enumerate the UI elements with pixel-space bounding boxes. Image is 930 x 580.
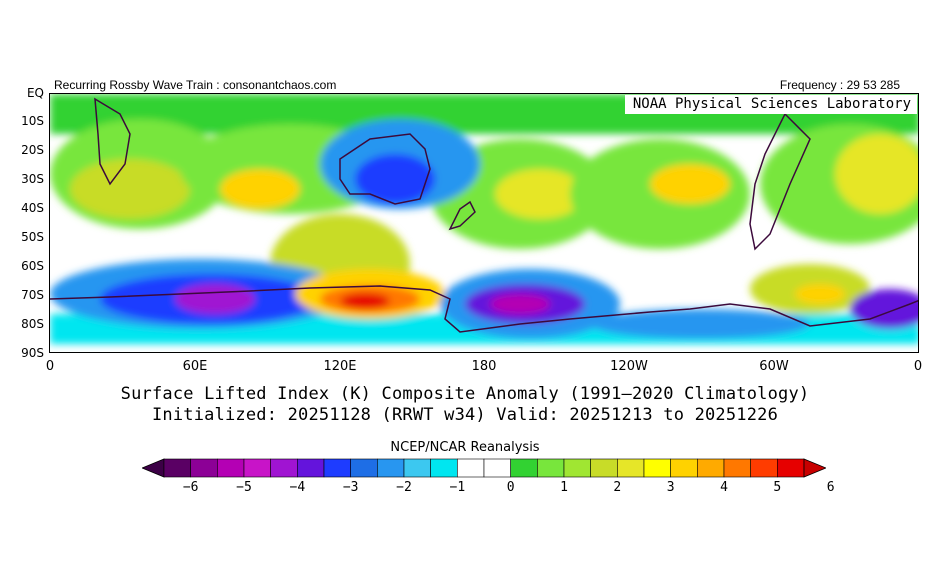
colorbar-swatch [350,458,378,478]
map-title: Surface Lifted Index (K) Composite Anoma… [120,384,810,404]
colorbar-swatch [163,458,191,478]
colorbar-tick-label: 1 [560,480,568,495]
colorbar-swatch [403,458,431,478]
y-label-50s: 50S [21,230,44,244]
colorbar-tick-label: 0 [506,480,515,495]
anomaly-map: NOAA Physical Sciences Laboratory [49,93,919,353]
colorbar-swatch [537,458,565,478]
y-label-30s: 30S [21,172,44,186]
colorbar-tick-label: 3 [666,480,675,495]
x-label-120w: 120W [610,359,648,374]
colorbar-tick-label: 2 [613,480,622,495]
anomaly-map-field [50,94,918,352]
colorbar-swatch [190,458,218,478]
colorbar-swatch [697,458,725,478]
colorbar-swatch [777,458,805,478]
colorbar-tick-label: −3 [342,480,359,495]
x-label-60w: 60W [759,359,789,374]
y-label-70s: 70S [21,288,44,302]
x-label-0-end: 0 [913,359,923,374]
colorbar-swatch [270,458,298,478]
colorbar-swatch [750,458,778,478]
colorbar-swatch [217,458,245,478]
colorbar-swatch [510,458,538,478]
source-label: Recurring Rossby Wave Train : consonantc… [54,78,337,92]
x-label-60e: 60E [182,359,208,374]
colorbar-swatch [643,458,671,478]
map-subtitle: Initialized: 20251128 (RRWT w34) Valid: … [151,405,779,425]
colorbar-swatch [563,458,591,478]
y-label-40s: 40S [21,201,44,215]
colorbar-tick-label: 4 [720,480,728,495]
frequency-label: Frequency : 29 53 285 [779,78,900,92]
x-label-180: 180 [471,359,497,374]
colorbar-title: NCEP/NCAR Reanalysis [390,440,540,455]
x-label-120e: 120E [323,359,357,374]
colorbar-swatch [377,458,405,478]
colorbar-swatch [430,458,458,478]
colorbar [142,458,826,478]
y-label-10s: 10S [21,114,44,128]
colorbar-swatch [297,458,325,478]
colorbar-tick-label: −4 [289,480,306,495]
y-label-60s: 60S [21,259,44,273]
colorbar-tick-label: 6 [826,480,835,495]
credit-label: NOAA Physical Sciences Laboratory [624,95,917,114]
y-label-20s: 20S [21,143,44,157]
y-label-90s: 90S [21,346,44,360]
colorbar-under-triangle [142,458,165,478]
colorbar-swatch [590,458,618,478]
x-label-0: 0 [45,359,55,374]
colorbar-tick-label: −2 [396,480,412,495]
colorbar-tick-label: −6 [182,480,199,495]
colorbar-swatch [670,458,698,478]
colorbar-tick-label: −1 [449,480,466,495]
colorbar-swatch [483,458,511,478]
colorbar-swatch [323,458,351,478]
colorbar-swatch [457,458,485,478]
colorbar-over-triangle [803,458,826,478]
colorbar-tick-label: −5 [236,480,252,495]
colorbar-swatch [617,458,645,478]
y-label-eq: EQ [26,86,44,100]
colorbar-swatch [243,458,271,478]
y-label-80s: 80S [21,317,44,331]
colorbar-swatch [723,458,751,478]
colorbar-tick-label: 5 [773,480,782,495]
